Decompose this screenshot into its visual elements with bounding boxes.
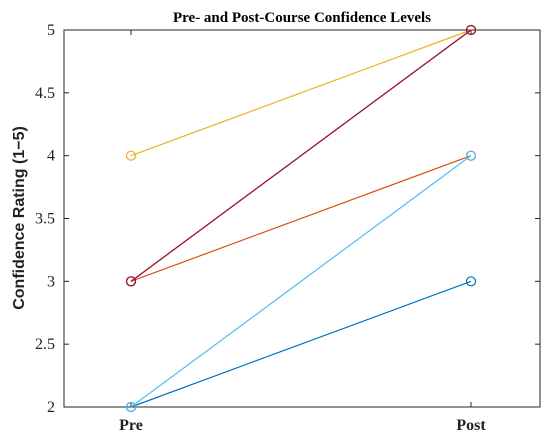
series-line <box>130 280 472 408</box>
series-1 <box>125 276 477 413</box>
data-point-marker <box>465 24 477 36</box>
series-line <box>130 155 472 408</box>
x-tick-label: Pre <box>119 417 143 434</box>
x-tick-label: Post <box>456 417 486 434</box>
y-tick-label: 4.5 <box>35 85 55 102</box>
data-point-marker <box>125 401 137 413</box>
data-point-marker <box>465 276 477 287</box>
y-tick-label: 2 <box>47 399 55 416</box>
y-tick-label: 4 <box>47 148 55 165</box>
series-line <box>130 155 472 282</box>
series-line <box>130 29 472 157</box>
series-3 <box>125 24 477 161</box>
y-tick-label: 5 <box>47 22 55 39</box>
series-line <box>130 29 472 282</box>
series-5 <box>125 150 477 413</box>
series-layer <box>125 24 477 413</box>
y-axis-label: Confidence Rating (1−5) <box>11 126 28 310</box>
data-point-marker <box>125 276 137 287</box>
y-tick-label: 3.5 <box>35 211 55 228</box>
data-point-marker <box>465 150 477 161</box>
y-tick-label: 2.5 <box>35 336 55 353</box>
series-2 <box>125 150 477 287</box>
axis-ticks: 2 2.5 3 3.5 4 4.5 5 Pre Post <box>35 22 540 434</box>
series-6 <box>125 24 477 287</box>
chart-title: Pre- and Post-Course Confidence Levels <box>173 10 431 26</box>
y-tick-label: 3 <box>47 273 55 290</box>
data-point-marker <box>125 150 137 161</box>
